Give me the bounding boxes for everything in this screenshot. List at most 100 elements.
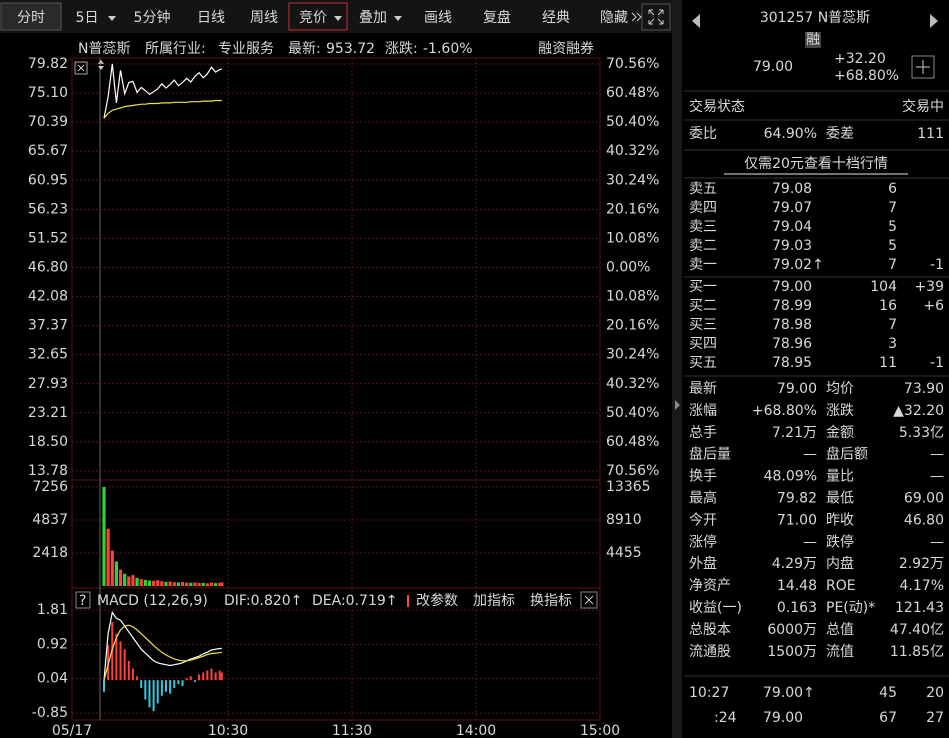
macd-button[interactable]: 改参数 — [416, 592, 458, 609]
close-overlay[interactable] — [74, 61, 88, 75]
toolbar-tab-label: 5分钟 — [134, 9, 171, 26]
macd-bar — [103, 680, 105, 692]
y-tick-label: 27.93 — [28, 376, 68, 392]
prev-stock[interactable] — [692, 14, 700, 28]
stat-label: ROE — [826, 578, 856, 594]
y-tick-label: 1.81 — [37, 602, 68, 618]
volume-bar — [118, 569, 123, 586]
volume-bar — [189, 582, 193, 586]
y-tick-label: 70.39 — [28, 114, 68, 130]
stat-value: 5.33亿 — [899, 425, 944, 441]
macd-bar — [140, 680, 143, 688]
stat-value: 11.85亿 — [890, 644, 944, 660]
book-label: 卖二 — [689, 238, 717, 254]
y-tick-label: 51.52 — [28, 230, 68, 246]
close-icon — [77, 64, 85, 72]
toolbar-tab[interactable] — [183, 3, 239, 30]
diff: 111 — [917, 126, 944, 142]
pct-label: 0.00% — [606, 259, 650, 275]
chart-frame — [71, 57, 601, 721]
stat-label: 涨幅 — [689, 403, 717, 419]
macd-button[interactable]: 加指标 — [473, 593, 515, 609]
volume-bar — [156, 580, 160, 586]
add-icon — [916, 60, 930, 74]
promo-link[interactable]: 仅需20元查看十档行情 — [744, 156, 888, 172]
macd-bar — [189, 676, 192, 681]
macd-bar — [160, 680, 163, 696]
dropdown-arrow — [394, 16, 402, 21]
book-label: 买二 — [689, 298, 717, 314]
macd-bar — [173, 680, 176, 688]
toolbar-tab[interactable] — [0, 2, 62, 31]
close-macd[interactable] — [580, 591, 598, 609]
tick-cell: 45 — [879, 685, 897, 701]
x-tick-label: 11:30 — [332, 723, 372, 738]
book-price: 78.99 — [772, 298, 812, 314]
book-price: 78.96 — [772, 336, 812, 352]
change: -1.60% — [423, 41, 473, 57]
stat-value: 69.00 — [904, 491, 944, 507]
stat-label: 最低 — [826, 491, 854, 507]
y-tick-label: 7256 — [32, 479, 68, 495]
stat-value: 79.00 — [777, 381, 817, 397]
stat-value: 48.09% — [764, 469, 817, 485]
book-volume: 3 — [888, 336, 897, 352]
volume-bar — [168, 581, 172, 586]
y-tick-label: 60.95 — [28, 172, 68, 188]
macd-bar — [127, 660, 130, 681]
macd-button[interactable]: 换指标 — [530, 592, 572, 609]
status-label: 交易状态 — [689, 98, 745, 115]
book-price: 79.04 — [772, 219, 812, 235]
pct-label: 10.08% — [606, 230, 659, 246]
price-line — [103, 63, 222, 119]
book-price: 78.95 — [772, 355, 812, 371]
pct-label: 60.48% — [606, 434, 659, 450]
book-volume: 7 — [888, 317, 897, 333]
help-button[interactable] — [75, 591, 91, 609]
y-tick-label: 46.80 — [28, 259, 68, 275]
price-line — [103, 99, 222, 119]
pct-label: 40.32% — [606, 143, 659, 159]
volume-bar — [176, 582, 180, 586]
y-tick-label: 56.23 — [28, 201, 68, 217]
stat-label: 盘后额 — [826, 446, 868, 463]
toolbar-tab-label: 竞价 — [299, 9, 327, 26]
tick-cell: 20 — [926, 685, 944, 701]
margin-link[interactable]: 融资融券 — [538, 41, 594, 57]
fullscreen-button[interactable] — [641, 3, 671, 31]
stat-label: 昨收 — [826, 512, 854, 528]
badge: 融 — [806, 32, 820, 48]
book-volume: 104 — [870, 279, 897, 295]
pct-label: 40.32% — [606, 376, 659, 392]
add-button[interactable] — [911, 55, 935, 79]
stat-label: 涨跌 — [826, 403, 854, 419]
toolbar-tab[interactable] — [123, 3, 181, 30]
macd-bar — [123, 649, 126, 681]
macd-title: MACD (12,26,9) — [97, 593, 208, 609]
stat-label: 总手 — [689, 425, 717, 441]
toolbar-tab[interactable] — [241, 3, 287, 30]
stat-value: 7.21万 — [772, 425, 817, 441]
toolbar-tab-label: 画线 — [424, 10, 452, 26]
tick-cell: 67 — [879, 710, 897, 726]
pct-label: 60.48% — [606, 85, 659, 101]
toolbar-tab[interactable] — [469, 3, 525, 30]
toolbar-tab[interactable] — [409, 3, 467, 30]
tick-cell: :24 — [714, 710, 737, 726]
stat-value: 121.43 — [895, 600, 944, 616]
stat-label: 收益(一) — [689, 600, 742, 616]
volume-bar — [205, 583, 209, 586]
fullscreen-icon — [648, 9, 664, 25]
toolbar-tab[interactable] — [587, 3, 641, 30]
next-stock[interactable] — [930, 14, 938, 28]
splitter[interactable] — [672, 0, 682, 738]
y-tick-label: 18.50 — [28, 434, 68, 450]
book-price: 79.03 — [772, 238, 812, 254]
stat-value: — — [803, 447, 817, 463]
stat-label: 最高 — [689, 490, 717, 507]
macd-bar — [218, 670, 221, 681]
volume-bar — [180, 581, 185, 586]
toolbar-tab[interactable] — [527, 3, 585, 30]
stat-label: 净资产 — [689, 578, 731, 594]
